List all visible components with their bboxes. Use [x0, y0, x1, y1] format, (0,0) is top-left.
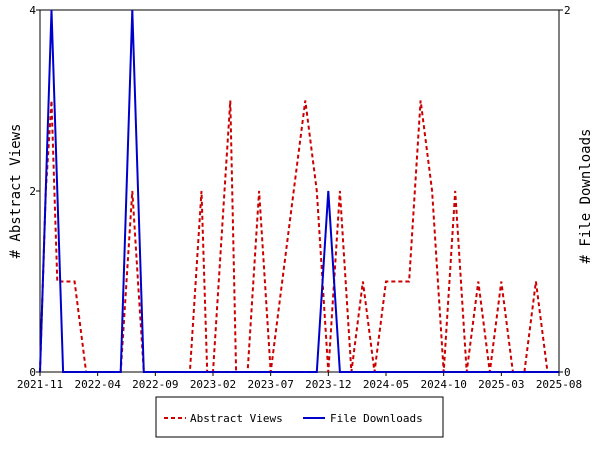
y-left-tick-label: 2 — [29, 185, 36, 198]
y-right-tick-label: 2 — [564, 4, 571, 17]
legend: Abstract Views File Downloads — [155, 396, 444, 438]
x-tick-label: 2024-10 — [420, 378, 466, 391]
x-tick-label: 2025-03 — [478, 378, 524, 391]
legend-label-abstract-views: Abstract Views — [190, 412, 283, 425]
x-tick-label: 2021-11 — [17, 378, 63, 391]
legend-label-file-downloads: File Downloads — [330, 412, 423, 425]
x-tick-label: 2022-09 — [132, 378, 178, 391]
x-tick-label: 2023-07 — [247, 378, 293, 391]
x-tick-label: 2025-08 — [536, 378, 582, 391]
y-left-tick-label: 4 — [29, 4, 36, 17]
y-left-axis-title: # Abstract Views — [8, 124, 24, 259]
x-tick-label: 2023-02 — [190, 378, 236, 391]
x-tick-label: 2022-04 — [74, 378, 121, 391]
series-layer — [39, 9, 559, 373]
series-line-file-downloads — [39, 9, 559, 373]
tick-layer: 2021-11 2022-04 2022-09 2023-02 2023-07 2023-… — [17, 4, 582, 391]
x-tick-label: 2024-05 — [363, 378, 409, 391]
legend-box — [155, 396, 444, 438]
x-tick-label: 2023-12 — [305, 378, 351, 391]
plot-area — [39, 9, 560, 373]
y-left-tick-label: 0 — [29, 366, 36, 379]
y-right-axis-title: # File Downloads — [578, 129, 594, 264]
series-line-abstract-views — [39, 100, 559, 373]
y-right-tick-label: 0 — [564, 366, 571, 379]
